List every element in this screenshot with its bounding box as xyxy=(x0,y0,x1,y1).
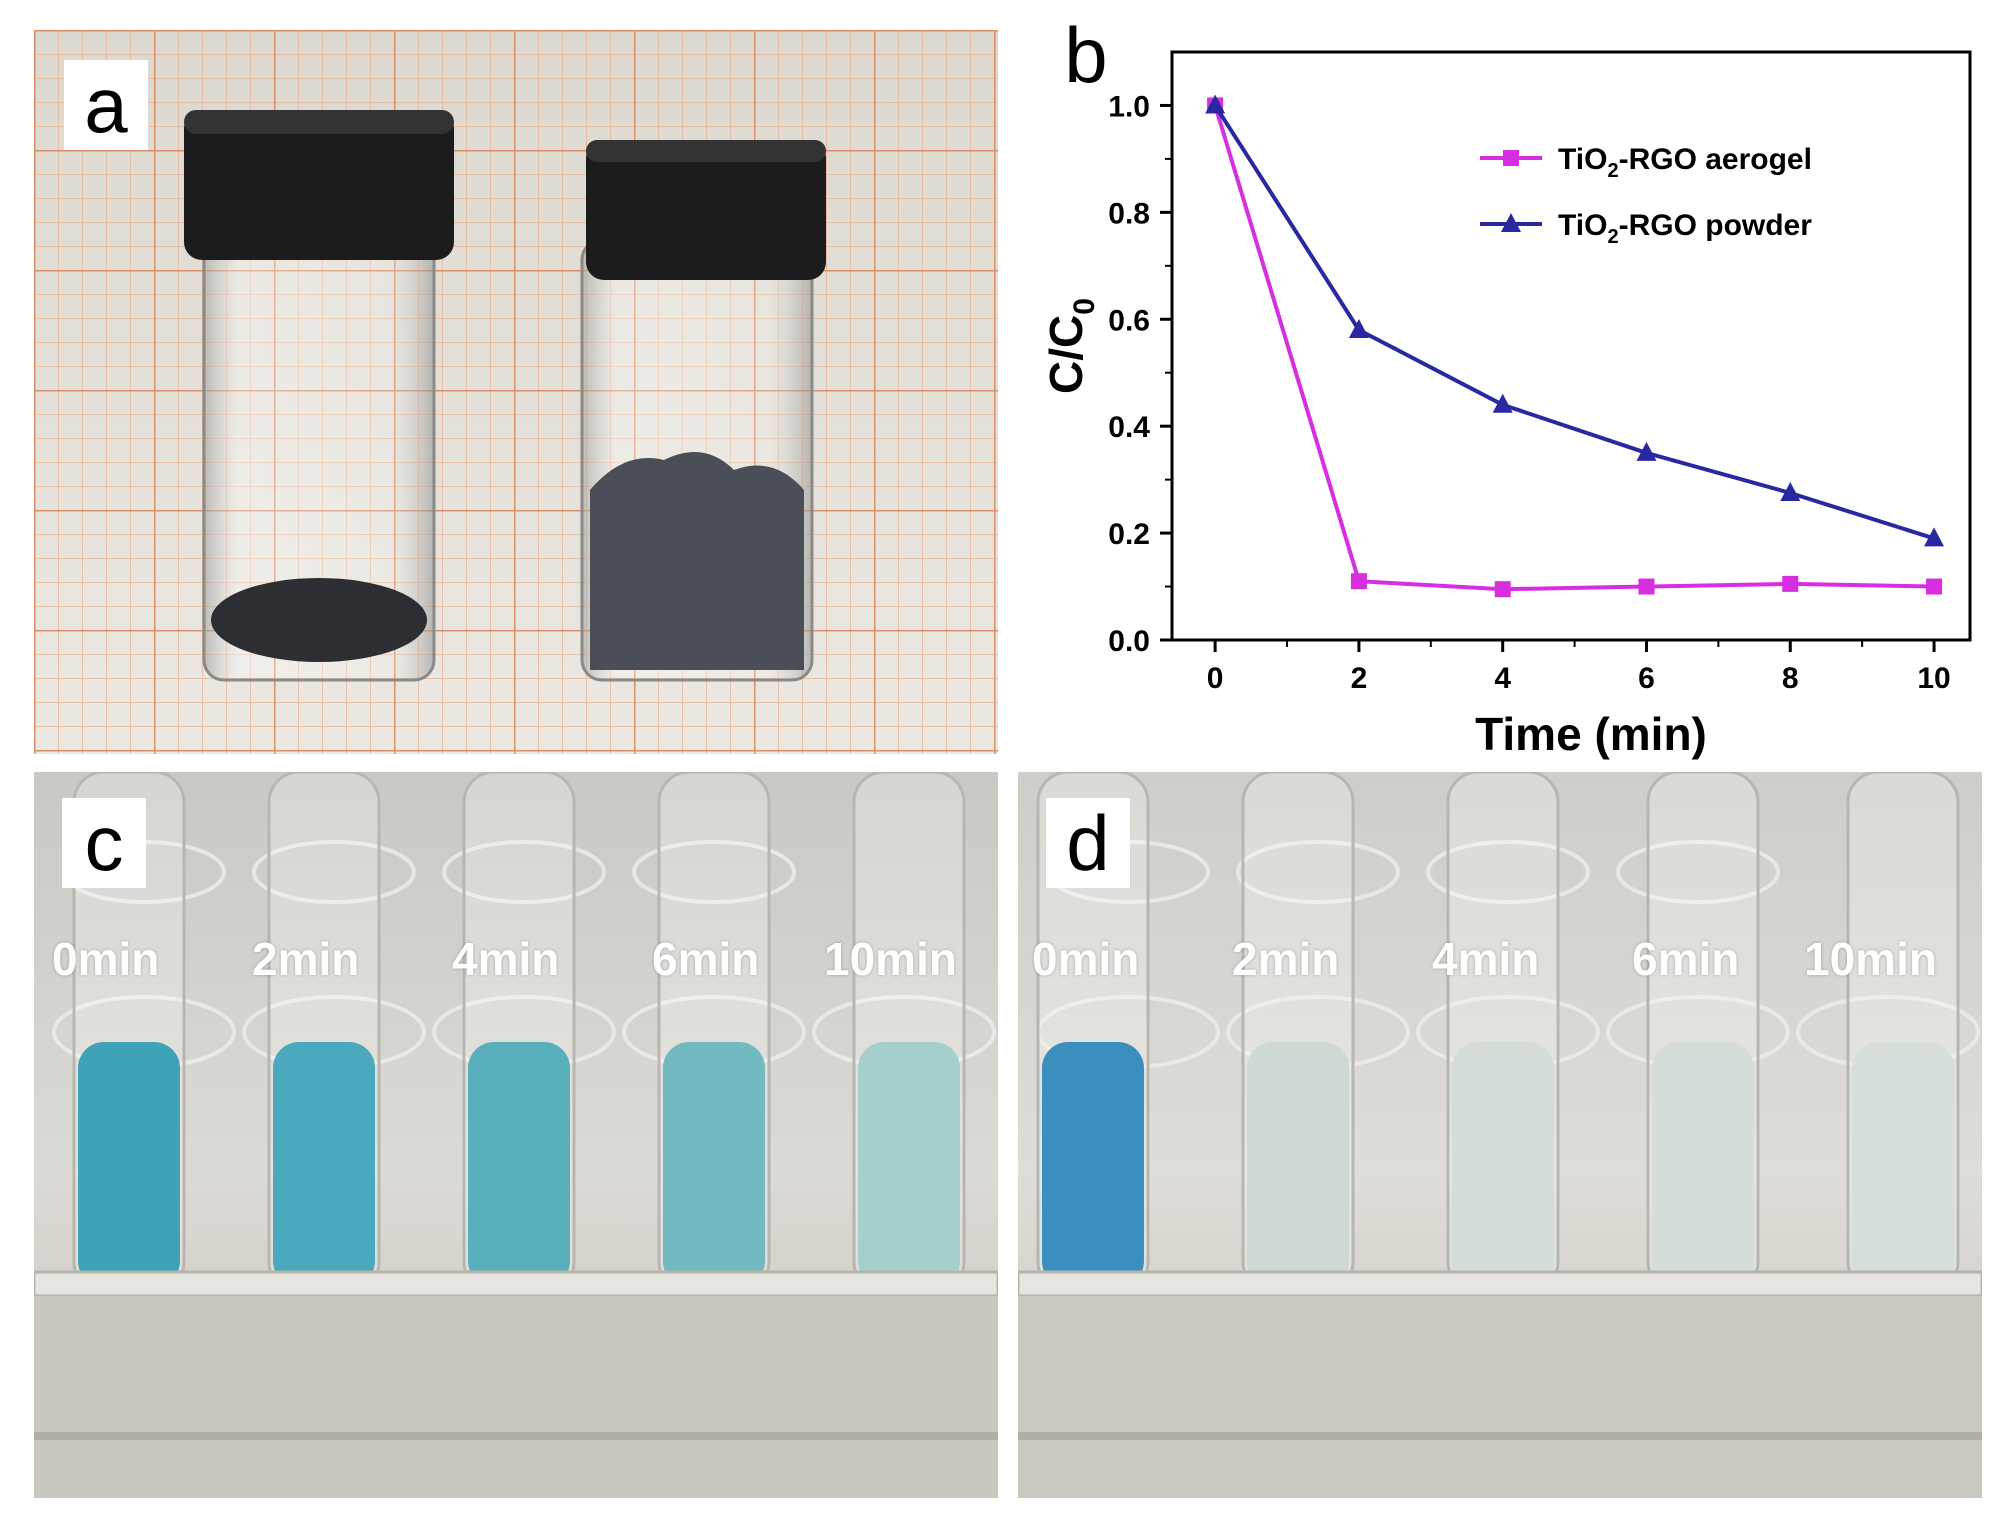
series-point-0 xyxy=(1350,573,1367,590)
legend-label-1: TiO2-RGO powder xyxy=(1558,209,1812,248)
x-tick-label: 10 xyxy=(1917,662,1950,695)
x-tick-label: 8 xyxy=(1782,662,1799,695)
y-tick-label: 1.0 xyxy=(1108,90,1150,123)
tube-label-6min: 6min xyxy=(1632,933,1740,985)
photo-vials: a xyxy=(34,30,998,754)
x-tick-label: 6 xyxy=(1638,662,1655,695)
series-point-1 xyxy=(1492,393,1513,413)
series-point-1 xyxy=(1780,482,1801,501)
x-tick-label: 2 xyxy=(1351,662,1368,695)
series-point-0 xyxy=(1782,575,1799,592)
photo-tubes-powder: c 0min 2min 4min 6min 10min xyxy=(34,772,998,1498)
series-line-0 xyxy=(1213,104,1935,592)
tube-label-0min: 0min xyxy=(1032,933,1140,985)
y-tick-label: 0.0 xyxy=(1108,625,1150,658)
panel-label-c: c xyxy=(62,798,146,888)
x-tick-label: 0 xyxy=(1207,662,1224,695)
legend-label-0: TiO2-RGO aerogel xyxy=(1558,143,1812,182)
series-point-1 xyxy=(1205,94,1226,114)
series-point-1 xyxy=(1348,318,1369,338)
panel-label-d: d xyxy=(1046,798,1130,888)
series-line-1 xyxy=(1213,104,1935,541)
y-tick-label: 0.4 xyxy=(1108,411,1150,444)
photo-tubes-aerogel: d 0min 2min 4min 6min 10min xyxy=(1018,772,1982,1498)
x-axis-label: Time (min) xyxy=(1475,708,1707,760)
tubes-illustration-powder xyxy=(34,772,998,1498)
degradation-chart: 0 2 4 6 8 10 0.0 0.2 0.4 0.6 0.8 1.0 Time (min) C/C0 T… xyxy=(1040,50,1972,760)
series-point-1 xyxy=(1924,527,1945,547)
y-tick-label: 0.2 xyxy=(1108,518,1150,551)
tubes-illustration-aerogel xyxy=(1018,772,1982,1498)
panel-label-b: b xyxy=(1046,10,1126,100)
series-point-0 xyxy=(1638,578,1655,595)
legend-marker-0 xyxy=(1503,150,1519,166)
y-tick-label: 0.6 xyxy=(1108,304,1150,337)
tube-label-2min: 2min xyxy=(252,933,360,985)
tube-label-10min: 10min xyxy=(824,933,957,985)
legend-marker-1 xyxy=(1501,213,1521,232)
tube-label-0min: 0min xyxy=(52,933,160,985)
series-point-0 xyxy=(1926,578,1943,595)
panel-label-a: a xyxy=(64,60,148,150)
series-point-0 xyxy=(1494,581,1511,598)
tube-label-4min: 4min xyxy=(1432,933,1540,985)
tube-label-4min: 4min xyxy=(452,933,560,985)
series-point-1 xyxy=(1636,441,1657,461)
vials-illustration xyxy=(34,30,998,754)
y-tick-label: 0.8 xyxy=(1108,197,1150,230)
tube-label-2min: 2min xyxy=(1232,933,1340,985)
y-axis-label: C/C0 xyxy=(1040,298,1101,394)
x-tick-label: 4 xyxy=(1494,662,1511,695)
tube-label-10min: 10min xyxy=(1804,933,1937,985)
tube-label-6min: 6min xyxy=(652,933,760,985)
chart-panel: b 0 2 4 6 8 10 0.0 0.2 0.4 0.6 0.8 1.0 Time (min) C/C… xyxy=(1010,0,2000,760)
plot-frame xyxy=(1170,50,1972,642)
